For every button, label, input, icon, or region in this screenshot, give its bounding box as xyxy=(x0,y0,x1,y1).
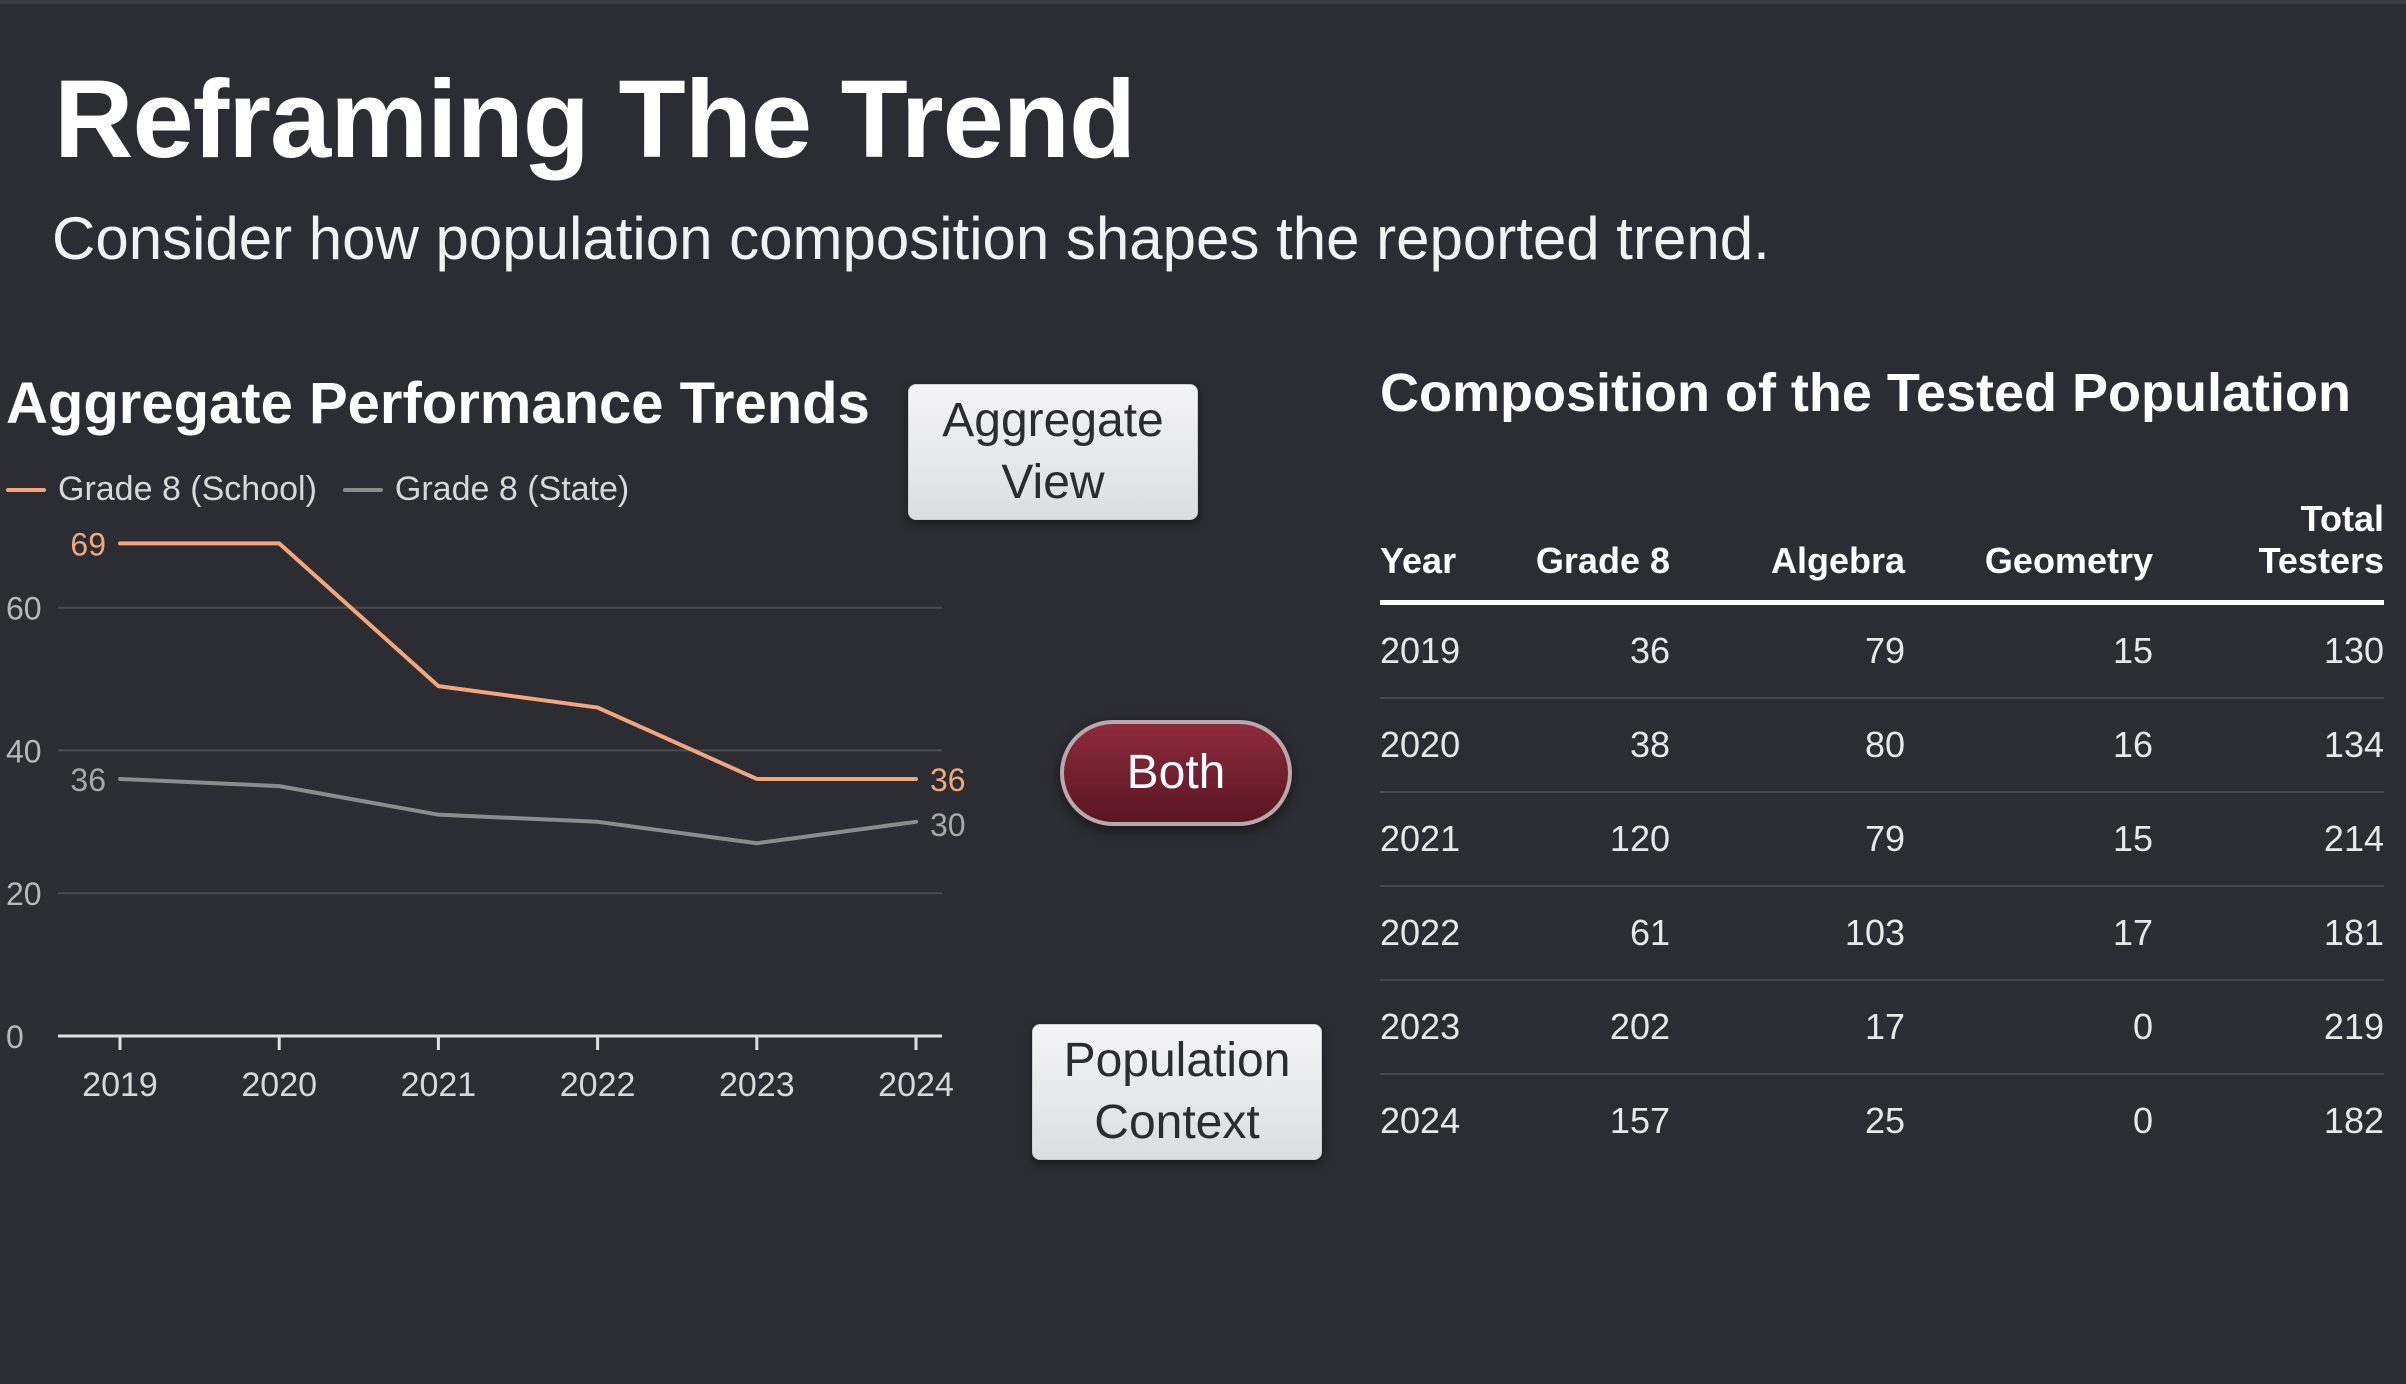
header-year: Year xyxy=(1380,492,1530,605)
aggregate-view-label-line1: Aggregate xyxy=(942,394,1164,447)
aggregate-view-label-line2: View xyxy=(1001,456,1105,509)
legend-label-state: Grade 8 (State) xyxy=(394,470,630,508)
legend-item-state: Grade 8 (State) xyxy=(342,470,630,509)
chart-title: Aggregate Performance Trends xyxy=(6,371,870,436)
cell-geometry: 15 xyxy=(1905,792,2153,887)
legend-swatch-school xyxy=(6,487,46,492)
x-tick-label: 2022 xyxy=(560,1066,636,1104)
cell-grade8: 38 xyxy=(1530,698,1670,793)
cell-algebra: 17 xyxy=(1670,980,1905,1075)
cell-total: 130 xyxy=(2153,602,2384,699)
population-context-label-line1: Population xyxy=(1063,1034,1291,1087)
table-row: 2023 202 17 0 219 xyxy=(1380,980,2384,1075)
cell-total: 134 xyxy=(2153,698,2384,793)
table-row: 2022 61 103 17 181 xyxy=(1380,886,2384,981)
cell-year: 2019 xyxy=(1380,602,1530,699)
cell-geometry: 16 xyxy=(1905,698,2153,793)
series-line-state xyxy=(118,776,918,846)
population-context-button[interactable]: Population Context xyxy=(1032,1024,1322,1160)
header-grade8: Grade 8 xyxy=(1530,492,1670,605)
both-button-label: Both xyxy=(1126,746,1226,799)
header-geometry: Geometry xyxy=(1905,492,2153,605)
cell-year: 2021 xyxy=(1380,792,1530,887)
data-label: 36 xyxy=(70,762,106,798)
data-label: 36 xyxy=(930,762,966,798)
cell-grade8: 120 xyxy=(1530,792,1670,887)
y-tick-label: 20 xyxy=(6,876,42,912)
table-title: Composition of the Tested Population xyxy=(1380,363,2351,423)
series-line-school xyxy=(118,541,918,781)
population-table: Year Grade 8 Algebra Geometry Total Test… xyxy=(1380,492,2384,1167)
table-row: 2020 38 80 16 134 xyxy=(1380,698,2384,793)
table-row: 2019 36 79 15 130 xyxy=(1380,602,2384,699)
aggregate-view-button[interactable]: Aggregate View xyxy=(908,384,1198,520)
header-total-line1: Total xyxy=(2300,498,2384,539)
legend-swatch-state xyxy=(342,487,383,492)
data-label: 69 xyxy=(70,526,106,562)
page-subtitle: Consider how population composition shap… xyxy=(52,205,1770,272)
x-tick-label: 2019 xyxy=(82,1066,158,1104)
cell-geometry: 17 xyxy=(1905,886,2153,981)
cell-grade8: 36 xyxy=(1530,602,1670,699)
population-context-label: Population Context xyxy=(1064,1030,1291,1154)
page-title: Reframing The Trend xyxy=(54,58,1136,181)
cell-algebra: 80 xyxy=(1670,698,1905,793)
cell-year: 2024 xyxy=(1380,1100,1461,1141)
x-tick-label: 2024 xyxy=(878,1066,954,1104)
cell-geometry: 0 xyxy=(1905,980,2153,1075)
cell-total: 182 xyxy=(2323,1100,2384,1141)
cell-year: 2020 xyxy=(1380,698,1530,793)
line-chart: 0 20 40 60 2019 2020 2021 2022 2023 2024 69 36 36 30 xyxy=(6,526,966,1104)
cell-grade8: 157 xyxy=(1609,1100,1670,1141)
cell-grade8: 61 xyxy=(1530,886,1670,981)
aggregate-view-label: Aggregate View xyxy=(942,390,1164,514)
cell-algebra: 25 xyxy=(1864,1100,1905,1141)
legend-label-school: Grade 8 (School) xyxy=(58,470,317,508)
cell-geometry: 15 xyxy=(1905,602,2153,699)
table-row: 2024 157 25 0 182 xyxy=(1380,1074,2384,1167)
header-total-testers: Total Testers xyxy=(2153,492,2384,605)
cell-algebra: 79 xyxy=(1670,602,1905,699)
cell-algebra: 79 xyxy=(1670,792,1905,887)
cell-year: 2022 xyxy=(1380,886,1530,981)
cell-total: 219 xyxy=(2153,980,2384,1075)
population-context-label-line2: Context xyxy=(1094,1096,1260,1149)
y-tick-label: 40 xyxy=(6,733,42,769)
header-total-line2: Testers xyxy=(2258,540,2384,581)
table-row: 2021 120 79 15 214 xyxy=(1380,792,2384,887)
x-tick-label: 2020 xyxy=(241,1066,317,1104)
both-button[interactable]: Both xyxy=(1060,720,1292,826)
cell-grade8: 202 xyxy=(1530,980,1670,1075)
legend-item-school: Grade 8 (School) xyxy=(6,470,317,509)
header-algebra: Algebra xyxy=(1670,492,1905,605)
table-header-row: Year Grade 8 Algebra Geometry Total Test… xyxy=(1380,492,2384,605)
cell-algebra: 103 xyxy=(1670,886,1905,981)
cell-year: 2023 xyxy=(1380,980,1530,1075)
y-tick-label: 0 xyxy=(6,1019,24,1055)
x-tick-label: 2021 xyxy=(401,1066,477,1104)
cell-total: 181 xyxy=(2153,886,2384,981)
x-tick-label: 2023 xyxy=(719,1066,795,1104)
cell-geometry: 0 xyxy=(2132,1100,2153,1141)
y-tick-label: 60 xyxy=(6,591,42,627)
chart-legend: Grade 8 (School) Grade 8 (State) xyxy=(6,470,655,509)
cell-total: 214 xyxy=(2153,792,2384,887)
data-label: 30 xyxy=(930,807,966,843)
